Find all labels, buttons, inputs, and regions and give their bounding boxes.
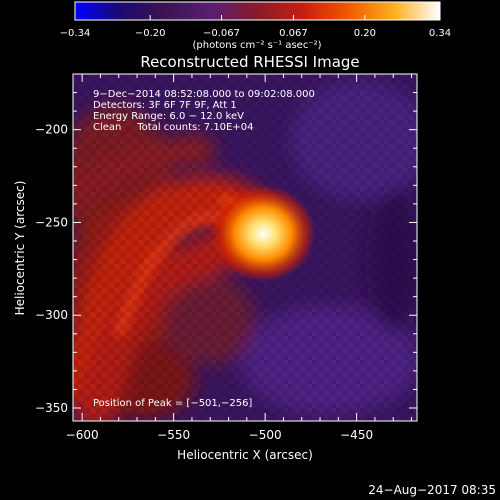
heatmap-image xyxy=(73,74,417,421)
footer-date: 24−Aug−2017 08:35 xyxy=(368,483,496,497)
colorbar-tick-label: 0.067 xyxy=(279,28,308,39)
y-tick-label: −350 xyxy=(35,401,68,415)
colorbar-unit-label: (photons cm⁻² s⁻¹ asec⁻²) xyxy=(192,40,321,51)
colorbar-tick-label: 0.34 xyxy=(429,28,451,39)
plot-frame xyxy=(72,73,418,422)
info-line-counts: Clean Total counts: 7.10E+04 xyxy=(93,122,253,133)
colorbar xyxy=(74,1,441,21)
y-tick-label: −200 xyxy=(35,123,68,137)
chart-title: Reconstructed RHESSI Image xyxy=(140,53,359,71)
x-axis-label: Heliocentric X (arcsec) xyxy=(177,448,313,462)
x-tick-label: −450 xyxy=(340,428,373,442)
colorbar-tick-label: 0.20 xyxy=(354,28,376,39)
peak-source xyxy=(211,185,316,282)
info-line-detectors: Detectors: 3F 6F 7F 9F, Att 1 xyxy=(93,100,237,111)
colorbar-tick-label: −0.067 xyxy=(203,28,240,39)
x-tick-label: −600 xyxy=(66,428,99,442)
colorbar-tick-label: −0.34 xyxy=(60,28,91,39)
peak-position-label: Position of Peak = [−501,−256] xyxy=(93,398,252,409)
colorbar-ticks: −0.34 −0.20 −0.067 0.067 0.20 0.34 xyxy=(60,15,451,39)
x-tick-label: −550 xyxy=(157,428,190,442)
info-line-time: 9−Dec−2014 08:52:08.000 to 09:02:08.000 xyxy=(93,89,315,100)
observation-info: 9−Dec−2014 08:52:08.000 to 09:02:08.000 … xyxy=(93,89,315,133)
x-tick-label: −500 xyxy=(249,428,282,442)
y-axis-label: Heliocentric Y (arcsec) xyxy=(13,181,27,316)
y-tick-label: −300 xyxy=(35,308,68,322)
info-line-energy: Energy Range: 6.0 − 12.0 keV xyxy=(93,111,244,122)
y-tick-label: −250 xyxy=(35,215,68,229)
colorbar-tick-label: −0.20 xyxy=(135,28,166,39)
axis-ticks: −600 −550 −500 −450 −200 −250 −300 −350 xyxy=(35,73,417,442)
